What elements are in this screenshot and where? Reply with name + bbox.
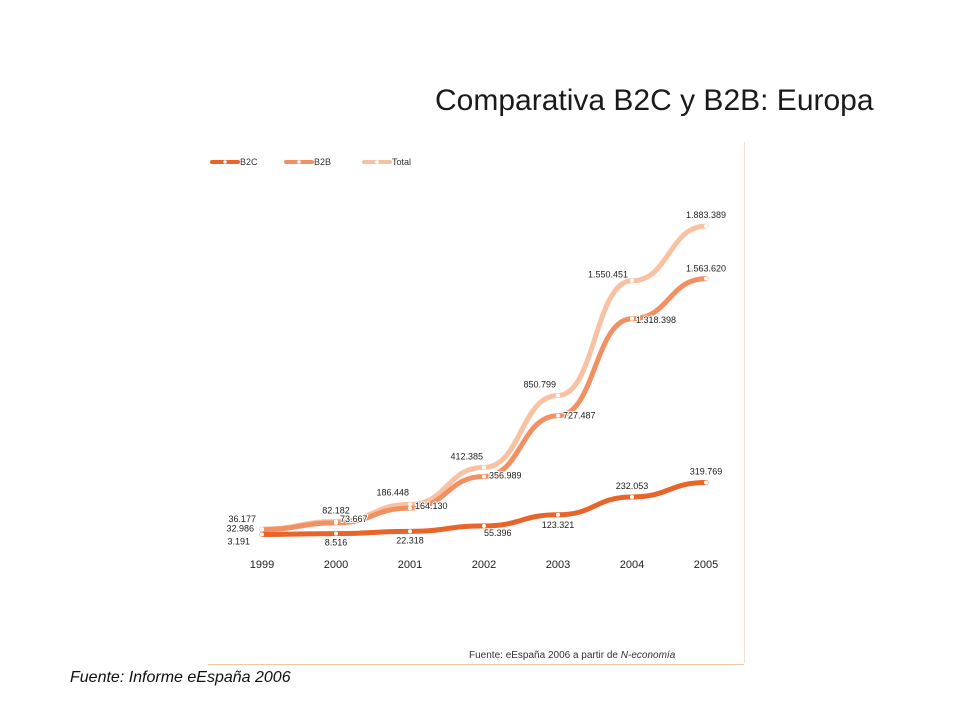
data-point-b2c — [704, 480, 708, 485]
data-label-b2c: 123.321 — [542, 520, 575, 530]
legend-marker-b2b — [297, 160, 301, 164]
data-point-b2b — [704, 276, 708, 281]
data-point-b2b — [556, 413, 560, 418]
data-point-b2b — [630, 316, 634, 321]
data-label-total: 1.550.451 — [588, 270, 628, 280]
slide-source: Fuente: Informe eEspaña 2006 — [70, 669, 291, 686]
data-label-total: 186.448 — [376, 487, 409, 497]
data-point-total — [704, 224, 708, 229]
data-label-total: 850.799 — [523, 379, 556, 389]
x-tick-label: 2003 — [546, 559, 570, 571]
x-tick-label: 2000 — [324, 559, 348, 571]
data-label-b2b: 32.986 — [226, 524, 254, 534]
data-label-b2b: 356.989 — [489, 470, 522, 480]
chart-source-emphasis: N-economía — [620, 650, 676, 661]
chart-source-prefix: Fuente: eEspaña 2006 a partir de — [469, 650, 621, 661]
data-label-b2b: 164.130 — [415, 501, 448, 511]
data-point-b2b — [482, 474, 486, 479]
data-point-total — [630, 278, 634, 283]
data-label-total: 36.177 — [228, 514, 256, 524]
data-label-total: 82.182 — [322, 506, 350, 516]
x-tick-label: 1999 — [250, 559, 274, 571]
data-label-b2c: 319.769 — [690, 467, 723, 477]
chart-panel: B2C B2B Total 3.191 8.516 22.318 55.396 123.321… — [208, 142, 745, 663]
data-label-b2c: 3.191 — [227, 536, 250, 546]
data-point-b2b — [408, 506, 412, 511]
data-point-b2c — [334, 531, 338, 536]
data-point-b2b — [260, 527, 264, 532]
x-tick-label: 2005 — [694, 559, 718, 571]
data-label-b2b: 1.318.398 — [636, 315, 676, 325]
data-point-total — [482, 465, 486, 470]
x-tick-label: 2002 — [472, 559, 496, 571]
data-label-b2c: 8.516 — [325, 538, 348, 548]
data-label-b2c: 22.318 — [396, 535, 424, 545]
data-point-total — [556, 393, 560, 398]
data-label-b2b: 727.487 — [563, 411, 596, 421]
data-point-b2c — [260, 532, 264, 537]
data-point-b2c — [556, 512, 560, 517]
x-tick-label: 2004 — [620, 559, 644, 571]
data-point-b2c — [408, 529, 412, 534]
legend-label-b2b: B2B — [314, 157, 331, 167]
slide-title: Comparativa B2C y B2B: Europa — [435, 84, 874, 117]
chart-baseline — [208, 664, 744, 665]
data-label-b2c: 55.396 — [484, 528, 512, 538]
chart-legend: B2C B2B Total — [210, 157, 411, 167]
data-label-total: 412.385 — [450, 451, 483, 461]
legend-label-total: Total — [392, 157, 411, 167]
x-tick-label: 2001 — [398, 559, 422, 571]
data-point-b2c — [482, 523, 486, 528]
data-label-b2b: 73.667 — [340, 514, 368, 524]
legend-marker-b2c — [223, 160, 227, 164]
data-point-b2b — [334, 520, 338, 525]
data-label-b2c: 232.053 — [616, 481, 649, 491]
data-point-b2c — [630, 494, 634, 499]
data-label-b2b: 1.563.620 — [686, 264, 726, 274]
data-point-total — [408, 502, 412, 507]
data-label-total: 1.883.389 — [686, 210, 726, 220]
legend-label-b2c: B2C — [240, 157, 258, 167]
legend-marker-total — [375, 160, 379, 164]
line-chart: B2C B2B Total 3.191 8.516 22.318 55.396 123.321… — [210, 157, 727, 571]
chart-source: Fuente: eEspaña 2006 a partir de N-econo… — [469, 650, 675, 661]
